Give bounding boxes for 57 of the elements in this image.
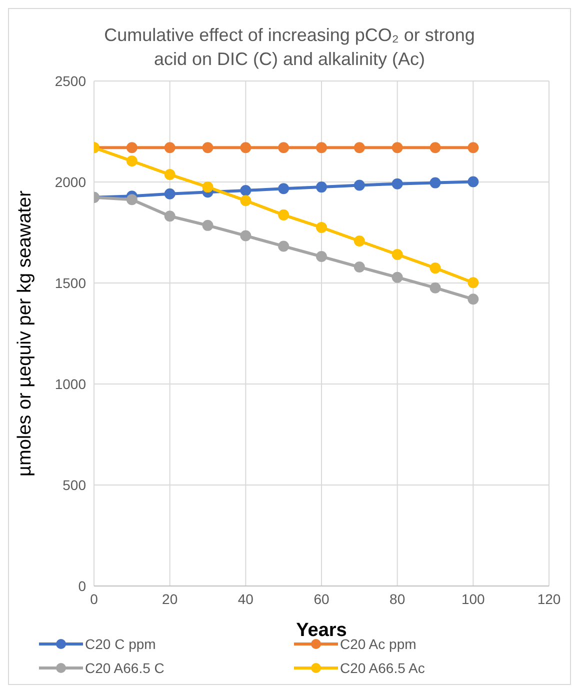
point [430,282,441,294]
x-tick-label: 0 [90,590,98,607]
point [316,142,327,154]
point [468,142,479,154]
point [430,177,441,188]
point [240,184,252,196]
point [164,142,176,154]
point [354,262,365,273]
point [278,209,290,220]
point [468,294,479,305]
point [126,194,138,206]
point [354,142,365,154]
y-tick-label: 2000 [54,174,86,190]
y-tick-label: 2500 [54,72,86,89]
y-tick-label: 500 [62,476,86,493]
x-tick-label: 100 [461,590,486,607]
point [126,155,138,166]
point [240,142,252,154]
x-tick-label: 20 [162,590,178,607]
point [164,210,176,222]
point [392,249,403,260]
point [278,183,290,194]
point [468,176,479,188]
chart-title: Cumulative effect of increasing pCO₂ or strong acid on DIC (C) and alkalinity (Ac) [103,24,476,71]
y-tick-label: 1500 [54,274,86,291]
legend-label: C20 Ac ppm [340,636,416,652]
x-tick-label: 120 [537,590,561,607]
y-tick-label: 1000 [54,376,86,392]
point [278,142,290,154]
legend-label: C20 A66.5 C [85,660,164,676]
point [202,142,214,154]
point [392,178,403,190]
point [240,195,252,206]
point [202,220,214,231]
y-tick-label: 0 [78,578,86,594]
point [316,251,327,262]
point [354,180,365,191]
point [354,235,365,246]
point [278,240,290,252]
legend-label: C20 A66.5 Ac [340,660,425,676]
point [164,169,176,180]
point [468,277,479,288]
point [126,142,138,154]
x-tick-label: 60 [314,590,330,607]
point [392,272,403,283]
x-tick-label: 40 [238,590,254,607]
y-axis-title: µmoles or µequiv per kg seawater [14,190,36,476]
point [164,188,176,200]
point [202,182,214,193]
point [430,142,441,154]
point [316,182,327,193]
point [240,230,252,242]
point [430,262,441,274]
legend-label: C20 C ppm [85,636,156,652]
x-tick-label: 80 [390,590,406,607]
point [392,142,403,154]
point [316,222,327,233]
